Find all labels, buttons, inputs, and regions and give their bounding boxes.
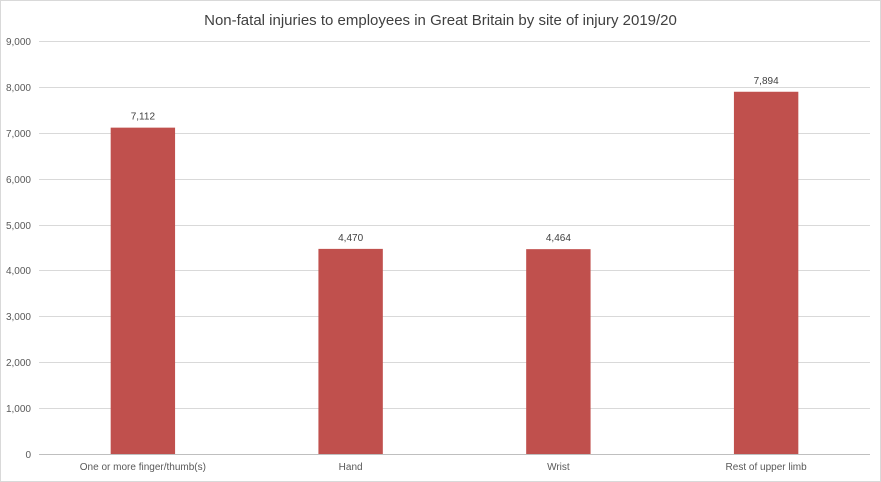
y-tick-label: 1,000 — [6, 404, 31, 415]
y-tick-label: 8,000 — [6, 83, 31, 94]
x-tick-label: One or more finger/thumb(s) — [80, 462, 206, 473]
y-tick-label: 6,000 — [6, 175, 31, 186]
data-label: 4,470 — [338, 233, 363, 244]
y-tick-label: 2,000 — [6, 358, 31, 369]
y-tick-label: 0 — [25, 450, 31, 461]
bar — [110, 127, 176, 455]
bar — [318, 248, 383, 454]
x-tick-label: Wrist — [547, 462, 570, 473]
data-label: 7,894 — [754, 76, 779, 87]
y-tick-label: 7,000 — [6, 129, 31, 140]
y-tick-label: 5,000 — [6, 221, 31, 232]
y-tick-label: 4,000 — [6, 266, 31, 277]
x-tick-label: Rest of upper limb — [726, 462, 808, 473]
data-label: 7,112 — [131, 112, 156, 123]
y-tick-label: 9,000 — [6, 37, 31, 48]
x-tick-label: Hand — [339, 462, 363, 473]
data-label: 4,464 — [546, 233, 571, 244]
y-tick-label: 3,000 — [6, 312, 31, 323]
bar — [526, 249, 591, 454]
chart-title: Non-fatal injuries to employees in Great… — [204, 12, 677, 29]
bar — [733, 91, 799, 454]
